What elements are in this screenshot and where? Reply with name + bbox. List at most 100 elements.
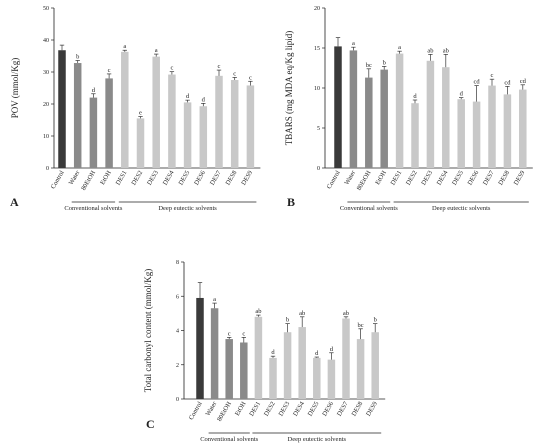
category-label: DES3 <box>420 170 434 187</box>
category-label: Control <box>188 400 204 421</box>
significance-letter: d <box>92 87 96 94</box>
bar-des7 <box>215 75 223 168</box>
bar-etoh <box>380 69 388 168</box>
bar-80etoh <box>365 77 373 168</box>
panel-b: 0 5 10 15 20 TBARS (mg MDA eq/Kg lipid) Contro… <box>284 6 533 212</box>
bar-des1 <box>395 53 404 168</box>
bar-control <box>334 46 342 168</box>
y-tick-label: 10 <box>314 86 320 92</box>
significance-letter: a <box>352 40 355 47</box>
significance-letter: ab <box>443 47 449 54</box>
y-tick-label: 10 <box>43 134 49 140</box>
category-label: DES9 <box>240 170 254 187</box>
category-label: DES6 <box>467 169 481 187</box>
bar-des2 <box>136 118 145 168</box>
y-tick-label: 20 <box>43 102 49 108</box>
significance-letter: ab <box>255 308 261 315</box>
category-label: DES7 <box>482 169 496 187</box>
y-tick-label: 2 <box>176 363 179 369</box>
bar-des5 <box>313 357 321 399</box>
category-label: DES7 <box>209 169 223 187</box>
panel-letter: A <box>10 195 19 209</box>
bar-etoh <box>105 78 113 168</box>
category-label: DES1 <box>115 170 129 187</box>
category-label: DES7 <box>336 400 350 418</box>
significance-letter: cd <box>504 79 511 86</box>
category-label: DES2 <box>130 170 144 187</box>
category-label: Control <box>50 169 66 190</box>
y-tick-label: 0 <box>317 166 320 172</box>
category-label: DES8 <box>497 170 511 187</box>
bar-des8 <box>356 339 365 399</box>
category-label: Control <box>326 169 342 190</box>
category-label: DES9 <box>513 170 527 187</box>
category-label: DES8 <box>225 170 239 187</box>
category-label: EtOH <box>99 169 113 186</box>
significance-letter: d <box>413 93 417 100</box>
y-tick-label: 15 <box>314 46 320 52</box>
category-label: DES5 <box>307 401 321 418</box>
y-tick-label: 0 <box>46 166 49 172</box>
category-label: DES6 <box>193 169 207 187</box>
category-label: DES3 <box>278 401 292 418</box>
significance-letter: ab <box>427 47 433 54</box>
significance-letter: b <box>286 317 289 324</box>
bar-des4 <box>298 327 306 399</box>
bar-des9 <box>519 89 527 168</box>
significance-letter: c <box>108 67 111 74</box>
significance-letter: c <box>233 70 236 77</box>
significance-letter: a <box>398 44 401 51</box>
category-label: DES1 <box>248 401 262 418</box>
panel-c: 0 2 4 6 8 Total carbonyl content (mmol/Kg) Con… <box>143 260 386 443</box>
significance-letter: ab <box>299 310 305 317</box>
significance-letter: ab <box>343 310 349 317</box>
bar-des8 <box>503 94 512 168</box>
category-label: Water <box>343 169 357 187</box>
bar-water <box>73 63 82 168</box>
category-label: DES6 <box>321 400 335 418</box>
significance-letter: d <box>271 349 275 356</box>
significance-letter: d <box>330 346 334 353</box>
y-tick-label: 0 <box>176 397 179 403</box>
category-label: DES4 <box>292 400 306 418</box>
y-axis-title: POV (mmol/Kg) <box>10 58 20 119</box>
bar-des2 <box>269 357 277 399</box>
bar-des3 <box>152 56 160 168</box>
group-label: Deep eutectic solvents <box>288 436 347 443</box>
category-label: Water <box>68 169 82 187</box>
bar-des6 <box>472 101 481 168</box>
bar-des6 <box>199 106 208 168</box>
category-label: DES5 <box>178 170 192 187</box>
panel-letter: B <box>287 195 295 209</box>
significance-letter: b <box>383 59 386 66</box>
y-tick-label: 20 <box>314 6 320 12</box>
bar-des3 <box>283 332 292 399</box>
significance-letter: b <box>374 317 377 324</box>
panel-a: 0 10 20 30 40 50 POV (mmol/Kg) Control b Water d 80… <box>10 6 261 212</box>
bar-des5 <box>183 102 192 168</box>
panel-letter: C <box>146 417 155 431</box>
category-label: DES2 <box>405 170 419 187</box>
significance-letter: b <box>76 53 79 60</box>
y-tick-label: 40 <box>43 38 49 44</box>
category-label: DES4 <box>436 169 450 187</box>
significance-letter: cd <box>474 79 481 86</box>
group-label: Conventional solvents <box>64 205 122 212</box>
category-label: DES3 <box>146 170 160 187</box>
bar-des5 <box>457 99 465 168</box>
significance-letter: bc <box>358 322 364 329</box>
bar-des6 <box>327 359 336 399</box>
bar-80etoh <box>225 339 233 399</box>
bar-des1 <box>121 51 129 169</box>
y-tick-label: 4 <box>176 329 179 335</box>
category-label: DES4 <box>162 169 176 187</box>
category-label: EtOH <box>234 400 248 417</box>
bar-80etoh <box>89 97 98 168</box>
category-label: DES1 <box>390 170 404 187</box>
significance-letter: d <box>315 350 319 357</box>
category-label: DES5 <box>451 170 465 187</box>
bar-des7 <box>342 318 350 399</box>
category-label: EtOH <box>374 169 388 186</box>
y-tick-label: 5 <box>317 126 320 132</box>
